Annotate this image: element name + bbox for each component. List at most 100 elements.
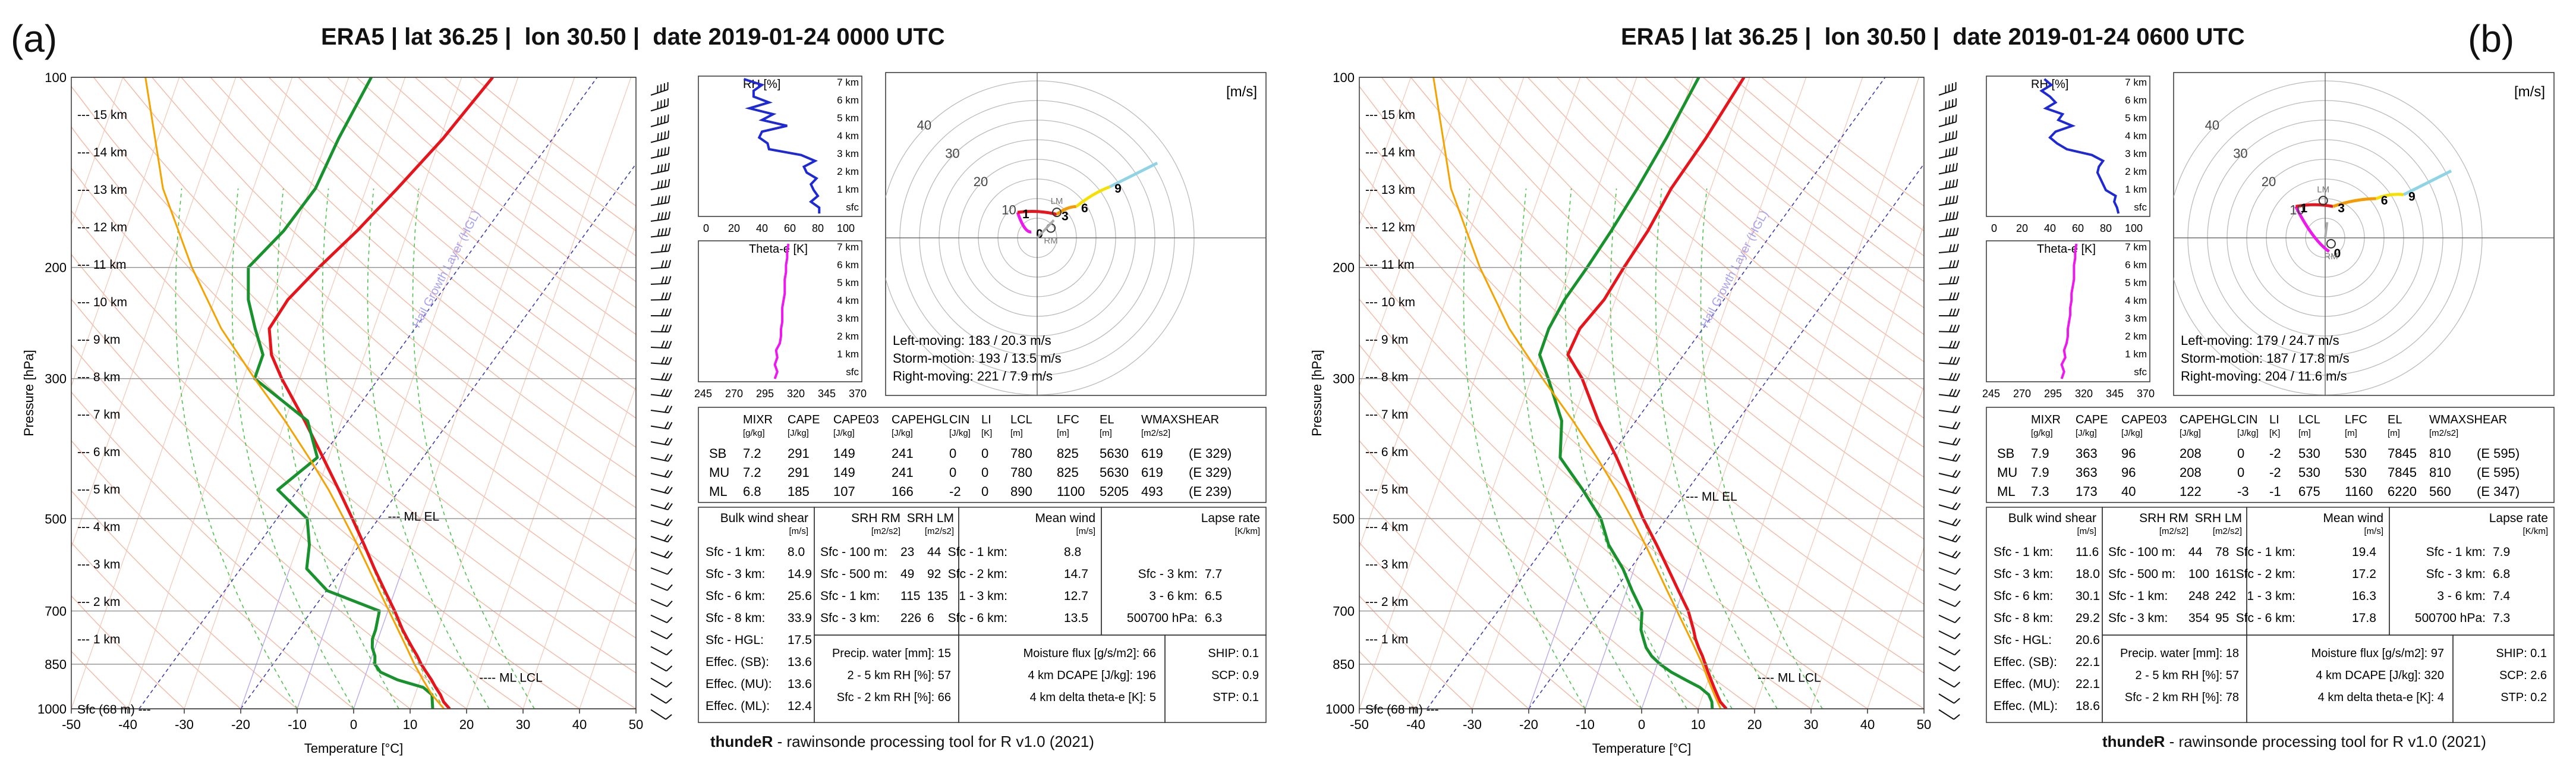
- barb-flag: [657, 212, 660, 221]
- indices-table-frame: [1986, 407, 2555, 503]
- wind-barb: [650, 709, 672, 720]
- indices-col-head: CAPE03: [2121, 413, 2167, 426]
- height-label: --- 13 km: [77, 183, 127, 197]
- barb-flag: [1955, 503, 1961, 510]
- barb-flag: [1954, 681, 1961, 688]
- barb-shaft: [650, 137, 669, 143]
- hodograph-ring-label: 20: [974, 174, 988, 189]
- barb-flag: [657, 117, 659, 125]
- isotherm: [0, 77, 10, 709]
- wind-barb: [1938, 630, 1961, 640]
- barb-flag: [1949, 356, 1953, 365]
- barb-flag: [1949, 372, 1953, 381]
- barb-flag: [664, 389, 669, 397]
- wind-barb: [650, 292, 672, 301]
- indices-col-head: WMAXSHEAR: [1141, 413, 1219, 426]
- barb-flag: [1955, 552, 1961, 559]
- barb-shaft: [1938, 709, 1954, 720]
- height-label: --- 6 km: [77, 445, 120, 459]
- wind-barb: [1938, 324, 1960, 333]
- thetae-tick-label: 370: [2137, 388, 2155, 400]
- barb-flag: [1948, 260, 1953, 268]
- moist-adiabat: [1610, 188, 1733, 709]
- dry-adiabat: [1381, 77, 1924, 572]
- dry-adiabat: [1586, 77, 1924, 363]
- barb-flag: [657, 133, 659, 141]
- lapse-rate-row-label: 3 - 6 km:: [2437, 589, 2486, 603]
- thetae-tick-label: 295: [2044, 388, 2062, 400]
- barb-flag: [660, 84, 662, 92]
- height-label: --- 7 km: [77, 408, 120, 422]
- barb-flag: [664, 244, 667, 252]
- barb-flag: [663, 99, 666, 107]
- hodograph-km-label: 9: [1114, 182, 1122, 196]
- wind-barb: [1938, 98, 1957, 112]
- indices-cell: -1: [2269, 484, 2281, 499]
- lapse-rate-row-label: Sfc - 3 km:: [1138, 567, 1198, 581]
- barb-flag: [665, 276, 668, 284]
- barb-flag: [661, 276, 665, 284]
- height-label: --- 12 km: [77, 221, 127, 234]
- rh-tick-label: 100: [2125, 222, 2143, 234]
- isotherm-hgl: [297, 568, 347, 709]
- mean-wind-row-value: 19.4: [2352, 545, 2376, 559]
- indices-cell: SB: [709, 446, 726, 461]
- indices-cell: 291: [788, 465, 810, 480]
- shear-unit: [m/s]: [2077, 526, 2097, 536]
- barb-flag: [1949, 340, 1953, 348]
- indices-col-unit: [J/kg]: [949, 428, 971, 438]
- height-label: --- 1 km: [1365, 633, 1408, 646]
- indices-cell: 166: [892, 484, 914, 499]
- srh-row-value-lm: 95: [2215, 611, 2229, 625]
- barb-flag: [1955, 179, 1958, 187]
- mean-wind-row-value: 13.5: [1064, 611, 1088, 625]
- barb-shaft: [1938, 234, 1957, 238]
- srh-row-value-lm: 44: [927, 545, 941, 559]
- barb-flag: [664, 228, 667, 236]
- hodograph-km-label: 1: [1022, 208, 1029, 221]
- rh-tick-label: 40: [2044, 222, 2056, 234]
- moist-adiabat: [322, 188, 445, 709]
- x-tick-label: 40: [572, 717, 587, 732]
- dry-adiabat: [1615, 77, 1924, 335]
- wind-barb: [1938, 114, 1957, 127]
- barb-flag: [1948, 116, 1951, 124]
- isotherm: [71, 77, 237, 549]
- dewpoint-line: [1538, 77, 1714, 709]
- y-axis-label: Pressure [hPa]: [1309, 350, 1324, 436]
- barb-flag: [665, 698, 672, 704]
- mean-wind-row-label: Sfc - 6 km:: [2236, 611, 2295, 625]
- wind-barb: [650, 454, 673, 462]
- barb-flag: [657, 165, 660, 173]
- barb-flag: [664, 437, 669, 445]
- rh-tick-label: 100: [837, 222, 855, 234]
- hodograph-ring-label: 20: [2262, 174, 2276, 189]
- barb-flag: [664, 196, 667, 203]
- dry-adiabat: [1440, 77, 1924, 508]
- dry-adiabat: [181, 77, 636, 478]
- composite-row: STP: 0.1: [1213, 691, 1259, 704]
- dry-adiabat: [1359, 126, 1924, 639]
- shear-row-value: 29.2: [2076, 611, 2100, 625]
- indices-cell: 530: [2345, 465, 2367, 480]
- storm-motion-text: Left-moving: 179 / 24.7 m/s: [2181, 333, 2339, 348]
- barb-flag: [657, 149, 659, 157]
- x-tick-label: -20: [231, 717, 250, 732]
- barb-flag: [661, 340, 665, 348]
- indices-cell: 5630: [1100, 446, 1129, 461]
- pressure-tick-label: 100: [45, 70, 67, 85]
- thetae-tick-label: 245: [1982, 388, 2000, 400]
- barb-flag: [1948, 212, 1952, 220]
- temperature-line: [267, 77, 494, 709]
- mean-wind-unit: [m/s]: [1076, 526, 1096, 536]
- skewt-plot: Hail Growth Layer (HGL): [0, 77, 636, 709]
- barb-flag: [1956, 292, 1960, 300]
- rm-label: RM: [1044, 236, 1057, 246]
- indices-cell: 291: [788, 446, 810, 461]
- indices-col-unit: [m]: [2345, 428, 2357, 438]
- shear-row-value: 14.9: [788, 567, 812, 581]
- barb-shaft: [650, 677, 667, 688]
- sounding-chart: Hail Growth Layer (HGL)10020030050070085…: [0, 70, 1267, 756]
- dry-adiabat: [1557, 77, 1924, 391]
- wind-barb: [650, 162, 670, 175]
